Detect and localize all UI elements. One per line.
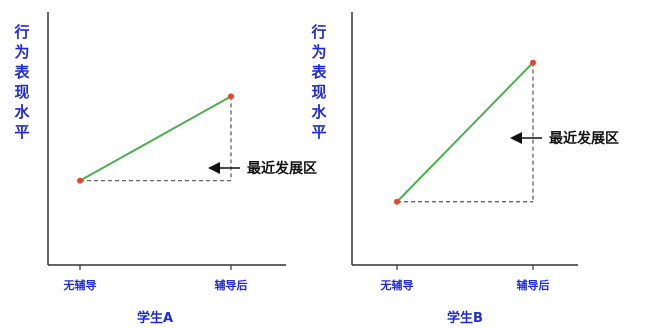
data-point-b-1 bbox=[530, 59, 536, 66]
series-line-b bbox=[396, 61, 534, 203]
x-axis-title-a: 学生A bbox=[137, 310, 173, 326]
data-point-a-0 bbox=[77, 177, 83, 184]
data-point-b-0 bbox=[394, 198, 400, 205]
x-tick-label-b-1: 辅导后 bbox=[517, 278, 550, 292]
y-axis-label-a: 行为表现水平 bbox=[14, 23, 30, 141]
x-tick-label-b-0: 无辅导 bbox=[380, 278, 414, 292]
y-axis-label-b: 行为表现水平 bbox=[311, 23, 327, 141]
x-tick-label-a-1: 辅导后 bbox=[215, 278, 248, 292]
panel-a: 无辅导 辅导后 学生A 最近发展区 bbox=[47, 12, 317, 326]
data-point-a-1 bbox=[228, 93, 234, 100]
panel-b: 无辅导 辅导后 学生B 最近发展区 bbox=[351, 12, 619, 326]
series-line-a bbox=[79, 95, 232, 182]
x-axis-title-b: 学生B bbox=[447, 310, 483, 326]
zpd-label-a: 最近发展区 bbox=[247, 160, 317, 177]
x-tick-label-a-0: 无辅导 bbox=[63, 278, 97, 292]
zpd-label-b: 最近发展区 bbox=[549, 130, 619, 147]
